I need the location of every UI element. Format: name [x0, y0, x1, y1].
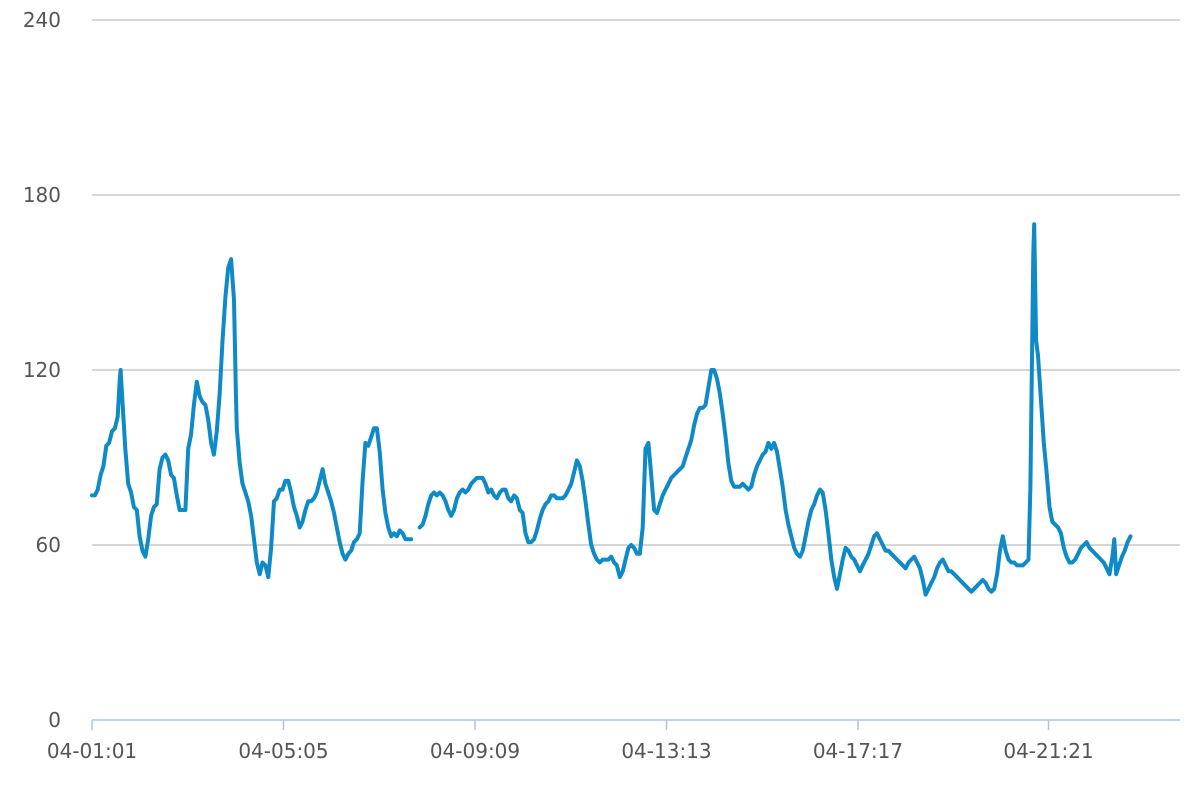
x-tick-label: 04-17:17	[813, 739, 903, 763]
y-tick-label: 0	[48, 708, 61, 732]
series-line	[90, 222, 1133, 597]
x-tick-label: 04-05:05	[238, 739, 328, 763]
y-tick-label: 240	[23, 8, 61, 32]
y-tick-label: 120	[23, 358, 61, 382]
x-tick-label: 04-09:09	[430, 739, 520, 763]
x-axis-tick-labels: 04-01:01 04-05:05 04-09:09 04-13:13 04-17:17…	[47, 739, 1094, 763]
y-axis-tick-labels: 0 60 120 180 240	[23, 8, 61, 732]
y-tick-label: 180	[23, 183, 61, 207]
x-tick-label: 04-13:13	[621, 739, 711, 763]
x-axis	[91, 719, 1180, 730]
gridlines	[92, 19, 1180, 546]
series-line-segment	[90, 257, 414, 580]
x-tick-label: 04-21:21	[1003, 739, 1093, 763]
y-tick-label: 60	[36, 533, 61, 557]
x-tick-label: 04-01:01	[47, 739, 137, 763]
series-line-segment	[417, 222, 1133, 597]
